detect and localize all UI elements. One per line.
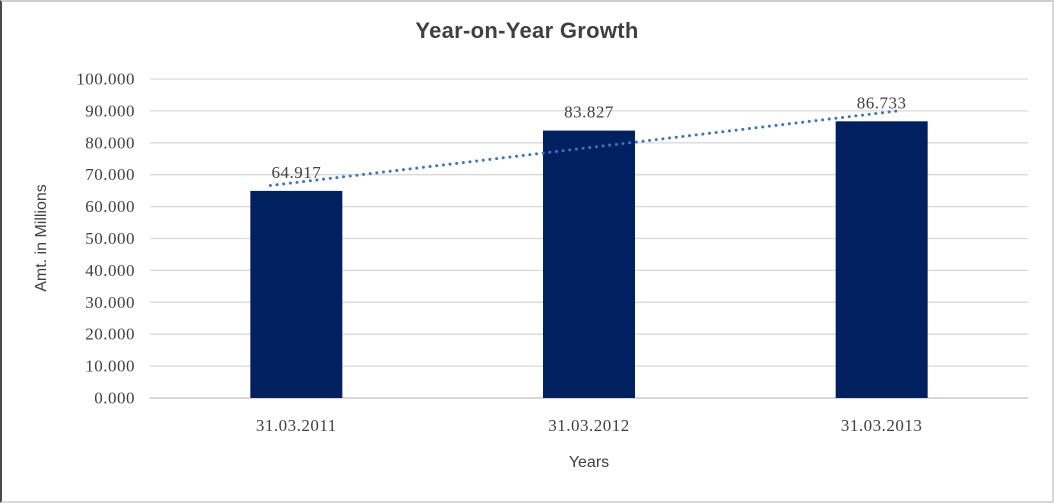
- y-tick-label: 0.000: [94, 389, 135, 408]
- y-tick-label: 10.000: [85, 357, 135, 376]
- x-axis-title: Years: [568, 454, 610, 471]
- data-label: 83.827: [564, 103, 614, 122]
- y-tick-label: 50.000: [85, 229, 135, 248]
- y-axis-title: Amt. in Millions: [33, 184, 50, 292]
- y-tick-label: 20.000: [85, 325, 135, 344]
- data-label: 86.733: [857, 93, 907, 112]
- data-label: 64.917: [271, 163, 321, 182]
- bar: [250, 190, 343, 398]
- y-tick-label: 40.000: [85, 261, 135, 280]
- trendline: [268, 108, 904, 187]
- x-tick-label: 31.03.2012: [548, 416, 630, 435]
- y-tick-label: 90.000: [85, 101, 135, 120]
- y-tick-label: 60.000: [85, 197, 135, 216]
- y-tick-label: 100.000: [76, 70, 135, 89]
- bar: [543, 130, 635, 399]
- bar: [835, 121, 928, 399]
- y-tick-label: 80.000: [85, 133, 135, 152]
- y-tick-label: 30.000: [85, 293, 135, 312]
- chart-title: Year-on-Year Growth: [415, 18, 639, 43]
- y-tick-label: 70.000: [85, 165, 135, 184]
- x-tick-label: 31.03.2013: [841, 416, 923, 435]
- x-tick-label: 31.03.2011: [256, 416, 337, 435]
